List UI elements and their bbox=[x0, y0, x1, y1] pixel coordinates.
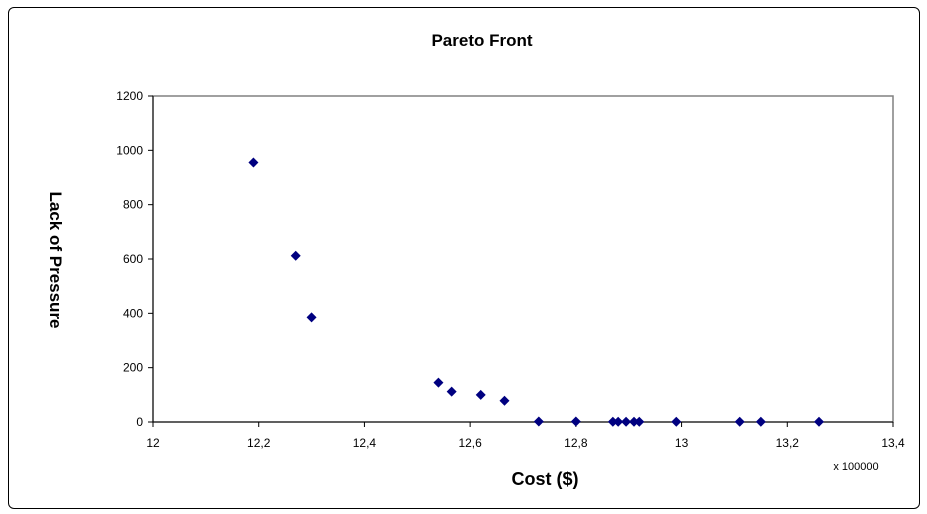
y-tick-label: 1200 bbox=[116, 89, 143, 103]
data-point bbox=[734, 416, 745, 427]
y-tick-label: 800 bbox=[123, 198, 143, 212]
data-point bbox=[248, 157, 259, 168]
data-point bbox=[433, 377, 444, 388]
x-tick-label: 12 bbox=[146, 436, 160, 450]
y-tick-label: 200 bbox=[123, 361, 143, 375]
data-point bbox=[570, 416, 581, 427]
chart-frame bbox=[8, 7, 920, 509]
data-point bbox=[607, 416, 618, 427]
y-tick-label: 400 bbox=[123, 306, 143, 320]
x-axis-label: Cost ($) bbox=[512, 469, 579, 489]
x-tick-label: 12,4 bbox=[353, 436, 377, 450]
x-tick-label: 12,8 bbox=[564, 436, 588, 450]
data-point bbox=[613, 416, 624, 427]
data-point bbox=[475, 389, 486, 400]
data-point bbox=[755, 416, 766, 427]
x-tick-label: 13 bbox=[675, 436, 689, 450]
data-point bbox=[634, 416, 645, 427]
data-point bbox=[290, 250, 301, 261]
data-point bbox=[533, 416, 544, 427]
x-tick-label: 12,6 bbox=[458, 436, 482, 450]
data-point bbox=[671, 416, 682, 427]
data-point bbox=[629, 416, 639, 427]
data-point bbox=[814, 416, 824, 427]
y-axis-label: Lack of Pressure bbox=[46, 191, 65, 328]
data-point bbox=[446, 386, 457, 397]
data-point bbox=[621, 416, 632, 427]
x-tick-label: 13,4 bbox=[881, 436, 905, 450]
x-axis-multiplier: x 100000 bbox=[833, 461, 878, 473]
x-tick-label: 12,2 bbox=[247, 436, 271, 450]
plot-area bbox=[152, 95, 894, 423]
y-tick-label: 0 bbox=[136, 415, 143, 429]
data-point bbox=[499, 395, 510, 406]
x-tick-label: 13,2 bbox=[776, 436, 800, 450]
chart-title: Pareto Front bbox=[431, 31, 532, 50]
data-point bbox=[306, 312, 317, 323]
y-tick-label: 1000 bbox=[116, 143, 143, 157]
y-tick-label: 600 bbox=[123, 252, 143, 266]
